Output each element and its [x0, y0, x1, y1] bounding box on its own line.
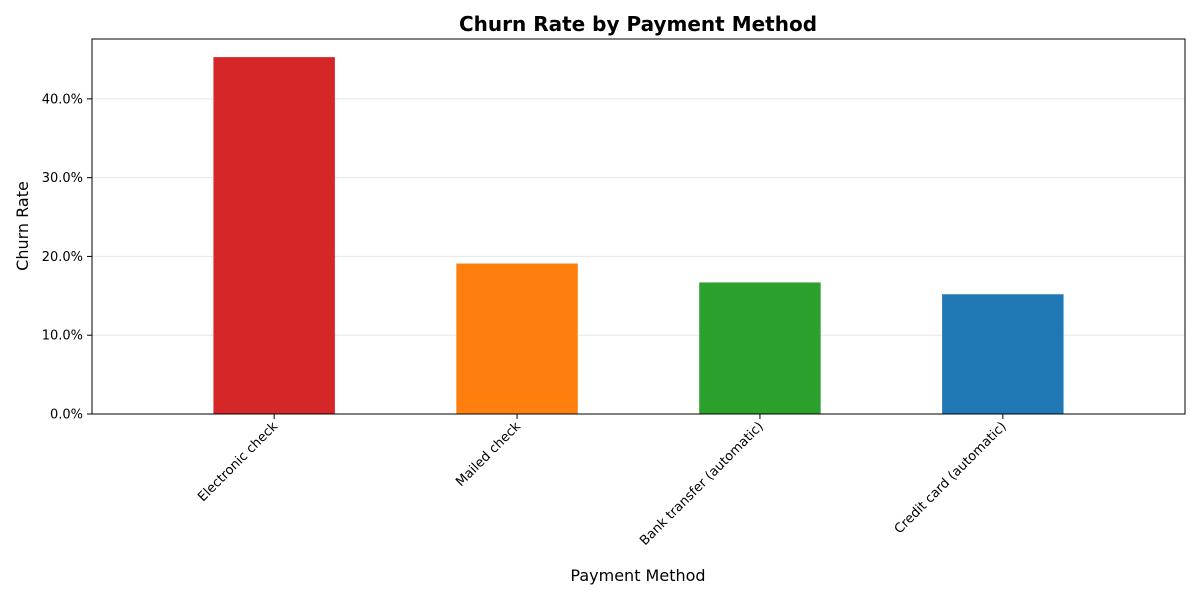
y-tick-label: 0.0% — [50, 408, 83, 423]
bar-mailed-check — [456, 263, 578, 414]
bar-credit-card-automatic — [942, 294, 1064, 414]
chart-title: Churn Rate by Payment Method — [459, 12, 817, 36]
bars — [213, 57, 1064, 414]
bar-bank-transfer-automatic — [699, 282, 821, 414]
plot-frame — [91, 38, 1186, 415]
y-tick-label: 30.0% — [42, 171, 83, 186]
x-axis-ticks: Electronic check Mailed check Bank transfe… — [195, 414, 1010, 549]
x-tick-label: Credit card (automatic) — [892, 419, 1010, 537]
x-tick-label: Bank transfer (automatic) — [637, 419, 767, 549]
y-tick-label: 10.0% — [42, 329, 83, 344]
x-tick-label: Electronic check — [195, 419, 281, 505]
y-axis-label: Churn Rate — [13, 181, 32, 271]
y-axis-ticks: 0.0% 10.0% 20.0% 30.0% 40.0% — [42, 92, 92, 423]
y-tick-label: 20.0% — [42, 250, 83, 265]
bar-electronic-check — [213, 57, 335, 414]
x-tick-label: Mailed check — [453, 419, 524, 490]
y-tick-label: 40.0% — [42, 92, 83, 107]
x-axis-label: Payment Method — [570, 566, 705, 585]
